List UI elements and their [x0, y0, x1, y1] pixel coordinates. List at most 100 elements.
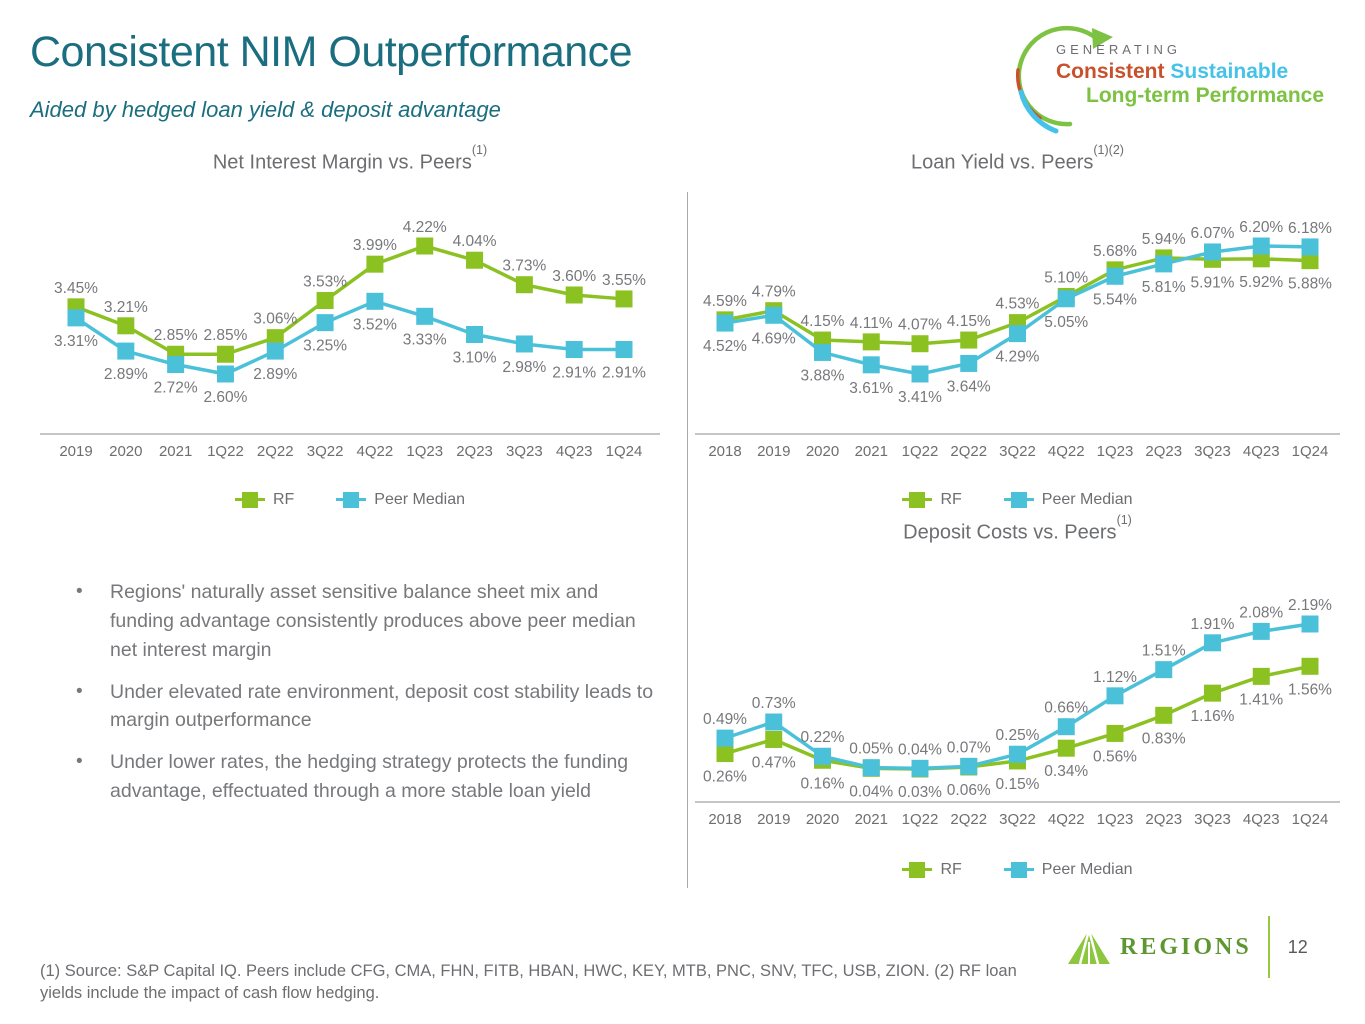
svg-text:1.91%: 1.91% — [1191, 616, 1235, 633]
svg-text:0.04%: 0.04% — [898, 741, 942, 758]
nim-chart-title: Net Interest Margin vs. Peers(1) — [212, 143, 488, 174]
deposit-costs-chart-plot: 2018 2019 2020 2021 1Q22 2Q22 3Q22 4Q22 1Q23 2Q23… — [695, 597, 1340, 828]
svg-text:5.81%: 5.81% — [1142, 279, 1186, 296]
svg-text:2.89%: 2.89% — [253, 366, 297, 383]
loan-yield-chart: Loan Yield vs. Peers(1)(2) 2018 2019 2020 2… — [695, 143, 1340, 509]
svg-text:4.69%: 4.69% — [752, 330, 796, 347]
svg-text:1Q22: 1Q22 — [207, 443, 244, 460]
svg-text:0.66%: 0.66% — [1044, 700, 1088, 717]
svg-text:4Q22: 4Q22 — [1048, 443, 1085, 460]
svg-text:1Q24: 1Q24 — [606, 443, 643, 460]
svg-text:1Q22: 1Q22 — [902, 811, 939, 828]
svg-text:5.68%: 5.68% — [1093, 243, 1137, 260]
page-subtitle: Aided by hedged loan yield & deposit adv… — [30, 97, 501, 122]
rf-series-swatch-icon — [902, 862, 933, 878]
svg-text:4.59%: 4.59% — [703, 293, 747, 310]
svg-text:5.94%: 5.94% — [1142, 231, 1186, 248]
svg-text:3.55%: 3.55% — [602, 272, 646, 289]
svg-text:4.22%: 4.22% — [403, 219, 447, 236]
svg-text:0.25%: 0.25% — [996, 727, 1040, 744]
svg-text:2.08%: 2.08% — [1239, 604, 1283, 621]
rf-series-swatch-icon — [902, 492, 933, 508]
svg-text:3.10%: 3.10% — [453, 349, 497, 366]
svg-text:3.33%: 3.33% — [403, 331, 447, 348]
svg-text:6.07%: 6.07% — [1191, 225, 1235, 242]
svg-text:3.45%: 3.45% — [54, 280, 98, 297]
svg-text:4.52%: 4.52% — [703, 338, 747, 355]
svg-text:0.49%: 0.49% — [703, 711, 747, 728]
svg-text:2Q23: 2Q23 — [1145, 443, 1182, 460]
svg-text:0.06%: 0.06% — [947, 782, 991, 799]
column-divider — [687, 192, 688, 888]
page-number: 12 — [1287, 936, 1308, 957]
svg-text:6.18%: 6.18% — [1288, 220, 1332, 237]
svg-text:3Q23: 3Q23 — [1194, 443, 1231, 460]
deposit-costs-chart-title: Deposit Costs vs. Peers(1) — [903, 513, 1132, 544]
svg-text:0.34%: 0.34% — [1044, 763, 1088, 780]
svg-text:4.04%: 4.04% — [453, 233, 497, 250]
rf-series-swatch-icon — [234, 492, 265, 508]
svg-text:3.73%: 3.73% — [502, 258, 546, 275]
loan-yield-chart-legend: RF Peer Median — [695, 491, 1340, 509]
svg-text:5.54%: 5.54% — [1093, 291, 1137, 308]
svg-text:1Q24: 1Q24 — [1292, 811, 1329, 828]
svg-text:4.15%: 4.15% — [947, 313, 991, 330]
svg-text:2Q22: 2Q22 — [950, 443, 987, 460]
svg-text:5.88%: 5.88% — [1288, 276, 1332, 293]
svg-text:4.15%: 4.15% — [801, 313, 845, 330]
svg-text:0.73%: 0.73% — [752, 695, 796, 712]
list-item: Under elevated rate environment, deposit… — [48, 678, 666, 736]
svg-text:3.06%: 3.06% — [253, 311, 297, 328]
svg-text:0.47%: 0.47% — [752, 754, 796, 771]
svg-text:3.60%: 3.60% — [552, 268, 596, 285]
svg-text:3.99%: 3.99% — [353, 237, 397, 254]
svg-text:3.52%: 3.52% — [353, 316, 397, 333]
legend-item-rf: RF — [234, 491, 294, 509]
svg-text:0.03%: 0.03% — [898, 784, 942, 801]
svg-text:1Q23: 1Q23 — [1097, 443, 1134, 460]
legend-item-peer-median: Peer Median — [336, 491, 465, 509]
svg-text:4Q22: 4Q22 — [1048, 811, 1085, 828]
svg-text:3.88%: 3.88% — [801, 367, 845, 384]
legend-item-rf: RF — [902, 491, 962, 509]
svg-text:2Q22: 2Q22 — [950, 811, 987, 828]
svg-text:4.53%: 4.53% — [996, 296, 1040, 313]
svg-text:2.89%: 2.89% — [104, 366, 148, 383]
swoosh-arcs-icon — [1015, 25, 1113, 134]
svg-text:3Q23: 3Q23 — [1194, 811, 1231, 828]
svg-text:0.56%: 0.56% — [1093, 748, 1137, 765]
svg-text:2019: 2019 — [59, 443, 92, 460]
list-item: Regions' naturally asset sensitive balan… — [48, 578, 666, 665]
svg-text:5.10%: 5.10% — [1044, 269, 1088, 286]
svg-text:2019: 2019 — [757, 811, 790, 828]
svg-text:0.04%: 0.04% — [849, 783, 893, 800]
svg-text:1.56%: 1.56% — [1288, 681, 1332, 698]
svg-text:2021: 2021 — [855, 443, 888, 460]
svg-text:2Q23: 2Q23 — [1145, 811, 1182, 828]
svg-text:3.41%: 3.41% — [898, 389, 942, 406]
legend-item-rf: RF — [902, 861, 962, 879]
svg-text:3.61%: 3.61% — [849, 380, 893, 397]
svg-text:2.91%: 2.91% — [602, 365, 646, 382]
svg-text:0.15%: 0.15% — [996, 776, 1040, 793]
svg-text:1Q23: 1Q23 — [406, 443, 443, 460]
svg-text:4.79%: 4.79% — [752, 284, 796, 301]
svg-text:4Q23: 4Q23 — [1243, 443, 1280, 460]
key-points-list: Regions' naturally asset sensitive balan… — [48, 578, 666, 819]
svg-text:1.51%: 1.51% — [1142, 643, 1186, 660]
nim-chart-legend: RF Peer Median — [40, 491, 660, 509]
svg-text:2019: 2019 — [757, 443, 790, 460]
loan-yield-chart-title: Loan Yield vs. Peers(1)(2) — [911, 143, 1124, 174]
peer-series-swatch-icon — [336, 492, 367, 508]
logo-separator — [1267, 916, 1270, 978]
regions-wordmark: REGIONS — [1120, 933, 1252, 960]
svg-text:0.22%: 0.22% — [801, 729, 845, 746]
peer-series-swatch-icon — [1003, 862, 1034, 878]
regions-logo-block: REGIONS 12 — [1068, 916, 1308, 978]
svg-text:2020: 2020 — [806, 443, 839, 460]
svg-text:1.41%: 1.41% — [1239, 691, 1283, 708]
svg-text:2021: 2021 — [855, 811, 888, 828]
loan-yield-chart-plot: 2018 2019 2020 2021 1Q22 2Q22 3Q22 4Q22 1Q23 2Q23… — [695, 219, 1340, 460]
svg-text:3Q22: 3Q22 — [999, 811, 1036, 828]
